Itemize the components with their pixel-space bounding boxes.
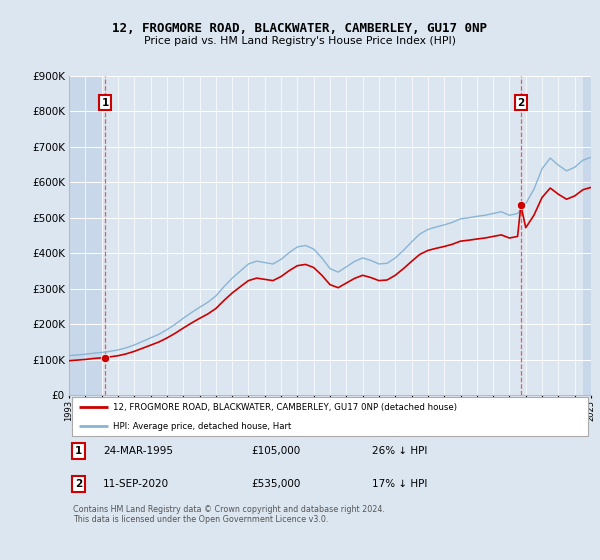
Text: 24-MAR-1995: 24-MAR-1995: [103, 446, 173, 456]
Text: Contains HM Land Registry data © Crown copyright and database right 2024.
This d: Contains HM Land Registry data © Crown c…: [73, 505, 385, 524]
Text: £105,000: £105,000: [252, 446, 301, 456]
Text: 2: 2: [517, 98, 524, 108]
Text: HPI: Average price, detached house, Hart: HPI: Average price, detached house, Hart: [113, 422, 292, 431]
Text: 1: 1: [101, 98, 109, 108]
Text: 1: 1: [75, 446, 82, 456]
Text: 17% ↓ HPI: 17% ↓ HPI: [372, 479, 427, 489]
Text: 26% ↓ HPI: 26% ↓ HPI: [372, 446, 427, 456]
Text: 2: 2: [75, 479, 82, 489]
Text: £535,000: £535,000: [252, 479, 301, 489]
Text: 11-SEP-2020: 11-SEP-2020: [103, 479, 169, 489]
Text: 12, FROGMORE ROAD, BLACKWATER, CAMBERLEY, GU17 0NP (detached house): 12, FROGMORE ROAD, BLACKWATER, CAMBERLEY…: [113, 403, 457, 412]
FancyBboxPatch shape: [71, 397, 589, 436]
Text: 12, FROGMORE ROAD, BLACKWATER, CAMBERLEY, GU17 0NP: 12, FROGMORE ROAD, BLACKWATER, CAMBERLEY…: [113, 22, 487, 35]
Text: Price paid vs. HM Land Registry's House Price Index (HPI): Price paid vs. HM Land Registry's House …: [144, 36, 456, 46]
